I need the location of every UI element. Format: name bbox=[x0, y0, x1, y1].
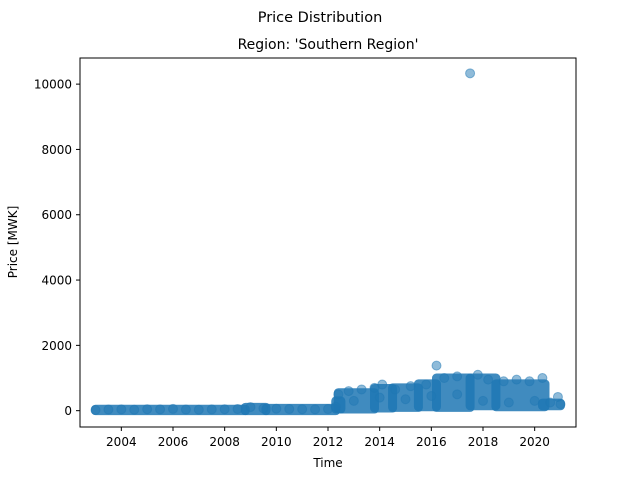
x-tick-label: 2004 bbox=[106, 435, 137, 449]
data-point-31 bbox=[465, 68, 476, 79]
data-point-0 bbox=[90, 405, 101, 416]
data-point-8 bbox=[193, 404, 204, 415]
data-point-6 bbox=[168, 403, 178, 414]
data-point-28 bbox=[431, 360, 442, 371]
x-tick-label: 2016 bbox=[416, 435, 447, 449]
data-point-48 bbox=[529, 395, 540, 406]
data-point-33 bbox=[483, 374, 494, 385]
data-point-17 bbox=[310, 404, 321, 415]
data-point-29 bbox=[439, 373, 450, 384]
plot-marks bbox=[90, 68, 566, 416]
plot-frame bbox=[79, 57, 577, 428]
data-point-42 bbox=[374, 392, 385, 403]
data-point-47 bbox=[503, 397, 514, 408]
x-axis-label: Time bbox=[312, 456, 342, 470]
data-point-11 bbox=[232, 404, 243, 415]
data-point-35 bbox=[511, 374, 522, 385]
data-point-43 bbox=[400, 394, 411, 405]
data-point-25 bbox=[390, 384, 401, 395]
data-point-19 bbox=[330, 401, 341, 412]
data-point-44 bbox=[426, 390, 437, 401]
data-point-3 bbox=[129, 404, 140, 415]
data-point-37 bbox=[537, 373, 548, 384]
y-tick-label: 4000 bbox=[41, 274, 72, 288]
data-point-26 bbox=[405, 381, 416, 392]
data-point-5 bbox=[155, 404, 166, 415]
data-point-46 bbox=[478, 395, 488, 406]
data-point-7 bbox=[180, 404, 191, 415]
y-axis-label: Price [MWK] bbox=[6, 206, 20, 279]
x-tick-label: 2014 bbox=[364, 435, 395, 449]
x-tick-label: 2020 bbox=[519, 435, 550, 449]
data-point-12 bbox=[245, 402, 256, 413]
data-point-9 bbox=[206, 404, 217, 415]
data-point-4 bbox=[142, 404, 153, 415]
data-point-32 bbox=[472, 369, 483, 380]
x-tick-label: 2008 bbox=[209, 435, 240, 449]
data-point-41 bbox=[348, 395, 359, 406]
data-point-15 bbox=[284, 404, 295, 415]
data-point-20 bbox=[333, 389, 344, 400]
y-axis-ticks: 0 2000 4000 6000 8000 10000 bbox=[34, 78, 80, 418]
x-tick-label: 2012 bbox=[313, 435, 344, 449]
data-point-14 bbox=[271, 403, 282, 414]
data-point-40 bbox=[555, 399, 566, 410]
data-point-34 bbox=[498, 376, 509, 387]
data-point-2 bbox=[116, 404, 127, 415]
data-point-30 bbox=[452, 371, 463, 382]
data-point-24 bbox=[377, 379, 388, 390]
chart-suptitle: Price Distribution bbox=[258, 10, 383, 26]
data-point-22 bbox=[356, 384, 367, 395]
data-point-1 bbox=[103, 404, 114, 415]
data-point-21 bbox=[343, 386, 354, 397]
data-point-13 bbox=[258, 403, 269, 414]
x-tick-label: 2006 bbox=[158, 435, 189, 449]
x-tick-label: 2018 bbox=[468, 435, 499, 449]
data-point-10 bbox=[219, 404, 230, 415]
x-tick-label: 2010 bbox=[261, 435, 292, 449]
data-point-36 bbox=[524, 376, 535, 387]
data-point-45 bbox=[452, 389, 463, 400]
y-tick-label: 0 bbox=[64, 404, 72, 418]
y-tick-label: 6000 bbox=[41, 208, 72, 222]
chart-title: Region: 'Southern Region' bbox=[238, 37, 419, 53]
data-point-16 bbox=[297, 404, 308, 415]
data-point-27 bbox=[421, 379, 432, 390]
y-tick-label: 8000 bbox=[41, 143, 72, 157]
y-tick-label: 2000 bbox=[41, 339, 72, 353]
data-point-38 bbox=[545, 397, 556, 408]
y-tick-label: 10000 bbox=[34, 78, 72, 92]
x-axis-ticks: 2004 2006 2008 2010 2012 2014 2016 2018 2020 bbox=[106, 427, 550, 449]
